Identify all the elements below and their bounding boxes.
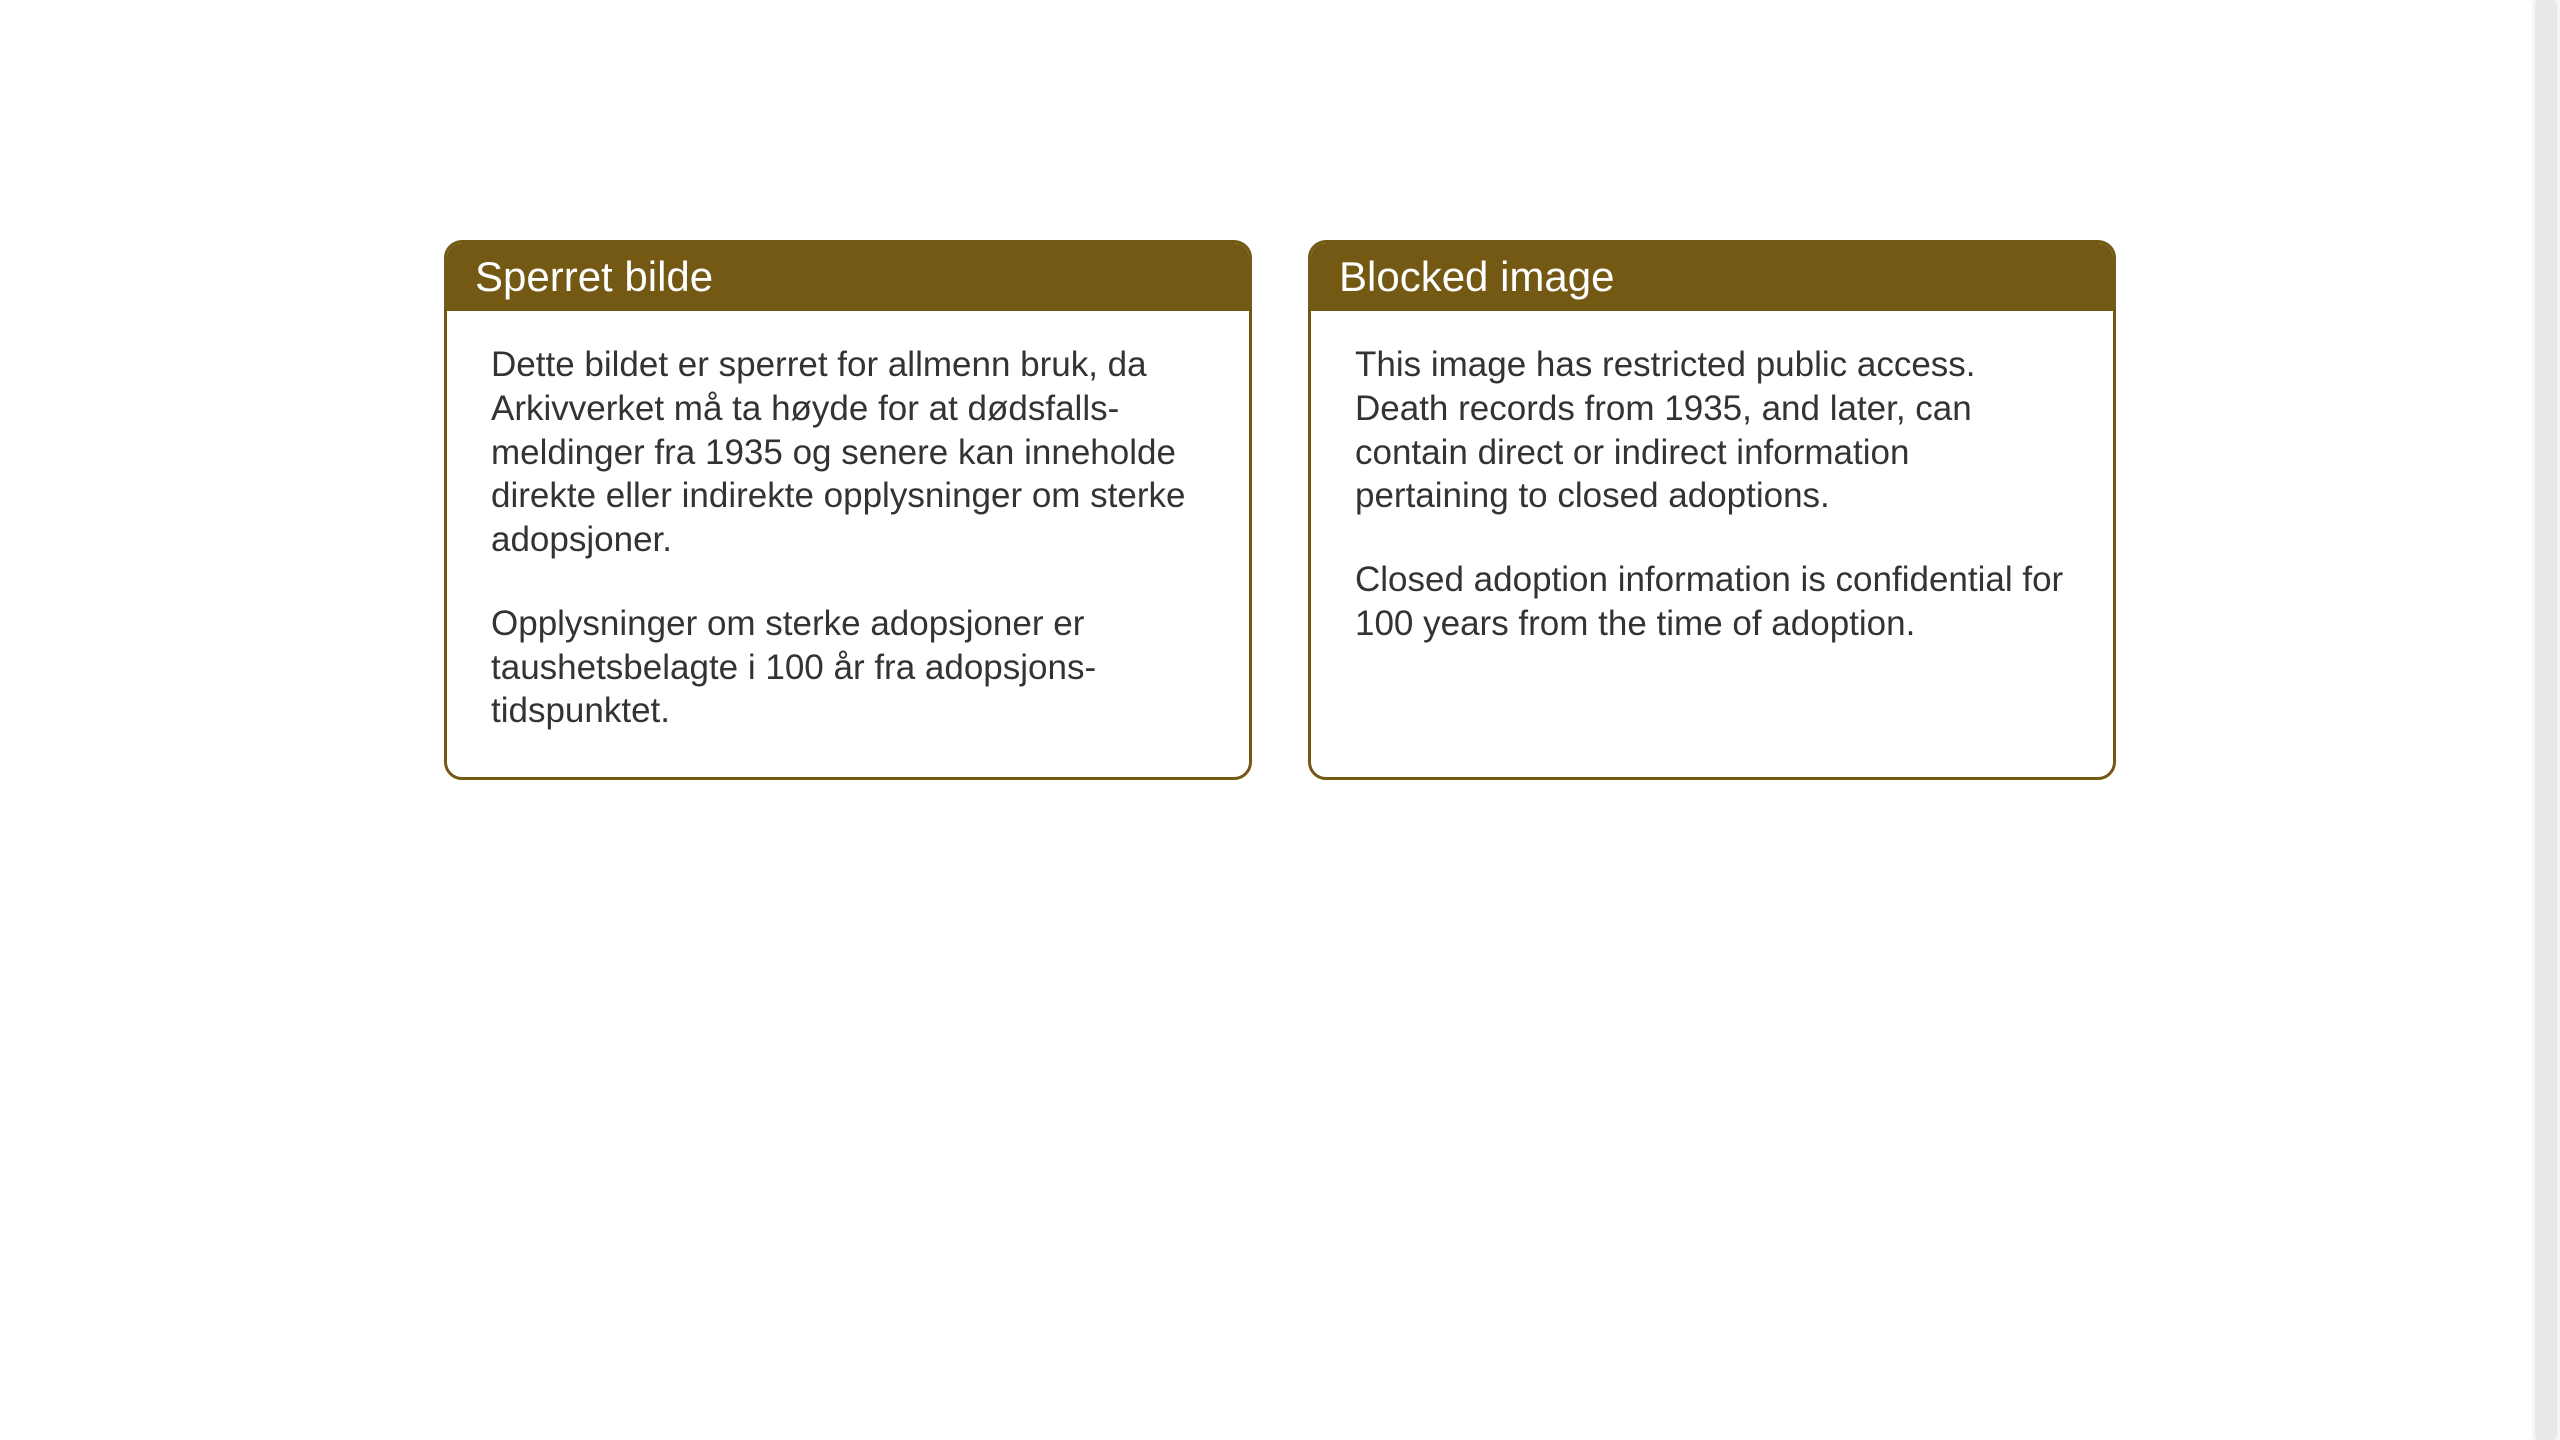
norwegian-paragraph-2: Opplysninger om sterke adopsjoner er tau… <box>491 602 1205 733</box>
norwegian-paragraph-1: Dette bildet er sperret for allmenn bruk… <box>491 343 1205 562</box>
english-card-body: This image has restricted public access.… <box>1311 311 2113 690</box>
norwegian-notice-card: Sperret bilde Dette bildet er sperret fo… <box>444 240 1252 780</box>
norwegian-card-body: Dette bildet er sperret for allmenn bruk… <box>447 311 1249 777</box>
english-card-title: Blocked image <box>1311 243 2113 311</box>
english-notice-card: Blocked image This image has restricted … <box>1308 240 2116 780</box>
norwegian-card-title: Sperret bilde <box>447 243 1249 311</box>
vertical-scrollbar[interactable] <box>2532 0 2560 1440</box>
english-paragraph-2: Closed adoption information is confident… <box>1355 558 2069 646</box>
scrollbar-thumb[interactable] <box>2535 0 2557 1440</box>
notice-cards-container: Sperret bilde Dette bildet er sperret fo… <box>444 240 2116 780</box>
english-paragraph-1: This image has restricted public access.… <box>1355 343 2069 518</box>
